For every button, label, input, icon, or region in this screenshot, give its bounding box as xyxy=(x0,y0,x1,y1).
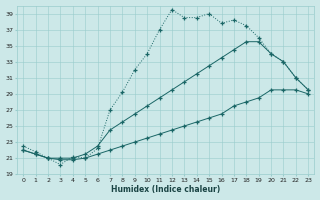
X-axis label: Humidex (Indice chaleur): Humidex (Indice chaleur) xyxy=(111,185,220,194)
